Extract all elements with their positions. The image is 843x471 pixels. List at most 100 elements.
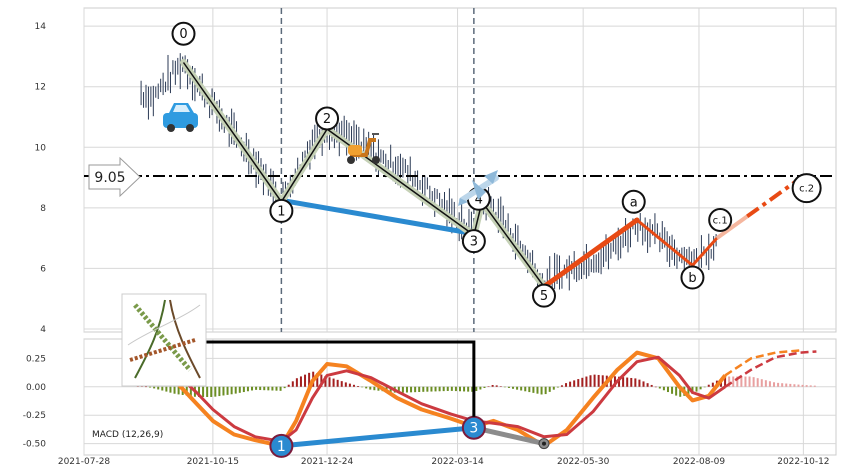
wave-label-text: c.2 xyxy=(799,184,814,195)
macd-histogram-bar xyxy=(165,386,168,392)
impulse-wave-line xyxy=(182,62,545,288)
macd-histogram-bar xyxy=(304,374,307,387)
price-tick-label: 12 xyxy=(35,83,46,93)
macd-histogram-bar xyxy=(662,386,665,391)
connector-line xyxy=(206,340,476,417)
car-wheel xyxy=(167,124,175,132)
macd-histogram-bar xyxy=(487,386,490,388)
overlay: 9.05 xyxy=(88,103,499,417)
macd-histogram-bar xyxy=(711,382,714,387)
macd-histogram-bar xyxy=(540,386,543,395)
macd-histogram-bar xyxy=(654,386,657,388)
macd-histogram-bar xyxy=(577,379,580,387)
macd-histogram-bar xyxy=(736,376,739,387)
macd-histogram-bar xyxy=(463,386,466,392)
macd-histogram-bar xyxy=(189,386,192,397)
wave-label-text: 4 xyxy=(475,192,483,207)
macd-histogram-bar xyxy=(805,385,808,387)
macd-histogram-bar xyxy=(801,384,804,387)
macd-histogram-bar xyxy=(797,384,800,387)
macd-histogram-bar xyxy=(361,386,364,388)
macd-histogram-bar xyxy=(748,376,751,387)
macd-histogram-bar xyxy=(401,386,404,393)
macd-histogram-bar xyxy=(589,375,592,387)
macd-histogram-bar xyxy=(434,386,437,392)
macd-histogram-bar xyxy=(556,386,559,388)
macd-histogram-bar xyxy=(560,385,563,387)
macd-histogram-bar xyxy=(438,386,441,392)
macd-histogram-bar xyxy=(609,375,612,387)
macd-line xyxy=(136,350,727,448)
car-wheel xyxy=(186,124,194,132)
macd-histogram-bar xyxy=(630,377,633,387)
macd-histogram-bar xyxy=(242,386,245,393)
macd-histogram-bar xyxy=(724,376,727,387)
corrective-wave-a-c xyxy=(636,218,719,267)
macd-histogram-bar xyxy=(773,382,776,387)
macd-histogram-bar xyxy=(234,386,237,394)
macd-histogram-bar xyxy=(760,379,763,387)
macd-histogram-bar xyxy=(377,386,380,391)
macd-histogram-bar xyxy=(581,377,584,387)
macd-histogram-bar xyxy=(569,381,572,387)
macd-histogram-bar xyxy=(479,386,482,390)
macd-histogram-bar xyxy=(344,382,347,387)
macd-histogram-bar xyxy=(369,386,372,390)
macd-histogram-bar xyxy=(332,378,335,387)
macd-histogram-bar xyxy=(675,386,678,396)
macd-histogram-bar xyxy=(283,386,286,389)
x-tick-label: 2022-08-09 xyxy=(673,457,726,467)
macd-histogram-bar xyxy=(593,374,596,387)
macd-marker-circle xyxy=(269,433,294,458)
macd-histogram-bar xyxy=(634,378,637,387)
macd-gray-dot-center xyxy=(542,441,547,446)
macd-histogram-bar xyxy=(491,385,494,387)
car-icon xyxy=(163,103,198,132)
x-axis: 2021-07-28 2021-10-15 2021-12-24 2022-03-14… xyxy=(58,457,830,467)
macd-histogram-bar xyxy=(263,386,266,391)
macd-histogram-bar xyxy=(507,386,510,388)
x-tick-label: 2022-03-14 xyxy=(431,457,484,467)
wave-label-text: a xyxy=(630,195,638,210)
wave-label-circle xyxy=(532,283,557,308)
macd-histogram-bar xyxy=(373,386,376,391)
macd-histogram-bar xyxy=(768,381,771,387)
macd-histogram-bar xyxy=(552,386,555,390)
macd-tick-label: 0.25 xyxy=(26,354,46,364)
wave-label-circle xyxy=(171,21,196,46)
wave-label-text: b xyxy=(688,271,696,286)
price-tick-label: 14 xyxy=(35,22,47,32)
macd-histogram-bar xyxy=(471,386,474,392)
macd-histogram-bar xyxy=(532,386,535,393)
macd-histogram-bar xyxy=(161,386,164,391)
plant-stem xyxy=(134,299,166,379)
wave-label-text: c.1 xyxy=(713,215,728,226)
projection-faded xyxy=(715,214,749,240)
price-tick-label: 6 xyxy=(40,264,46,274)
macd-histogram-bar xyxy=(764,380,767,387)
macd-histogram-bar xyxy=(626,377,629,387)
macd-histogram-bar xyxy=(426,386,429,392)
macd-histogram-bar xyxy=(324,375,327,387)
macd-histogram-bar xyxy=(646,383,649,387)
macd-histogram-bar xyxy=(348,383,351,387)
macd-histogram-bar xyxy=(410,386,413,393)
macd-histogram-bar xyxy=(430,386,433,392)
macd-tick-label: 0.00 xyxy=(26,383,46,393)
macd-histogram-bar xyxy=(699,386,702,390)
macd-histogram-bar xyxy=(703,386,706,388)
macd-histogram-bar xyxy=(450,386,453,391)
macd-histogram-bar xyxy=(316,373,319,387)
macd-histogram-bar xyxy=(732,376,735,387)
wave-label-circle xyxy=(269,198,294,223)
trendline-1-3 xyxy=(278,197,477,237)
macd-histogram-bar xyxy=(475,386,478,391)
x-tick-label: 2022-10-12 xyxy=(777,457,829,467)
macd-histogram-bar xyxy=(336,379,339,387)
scooter-seat xyxy=(348,145,362,155)
macd-histogram-bar xyxy=(666,386,669,393)
x-tick-label: 2021-10-15 xyxy=(187,457,239,467)
macd-histogram-bar xyxy=(299,376,302,387)
macd-histogram-bar xyxy=(707,384,710,387)
